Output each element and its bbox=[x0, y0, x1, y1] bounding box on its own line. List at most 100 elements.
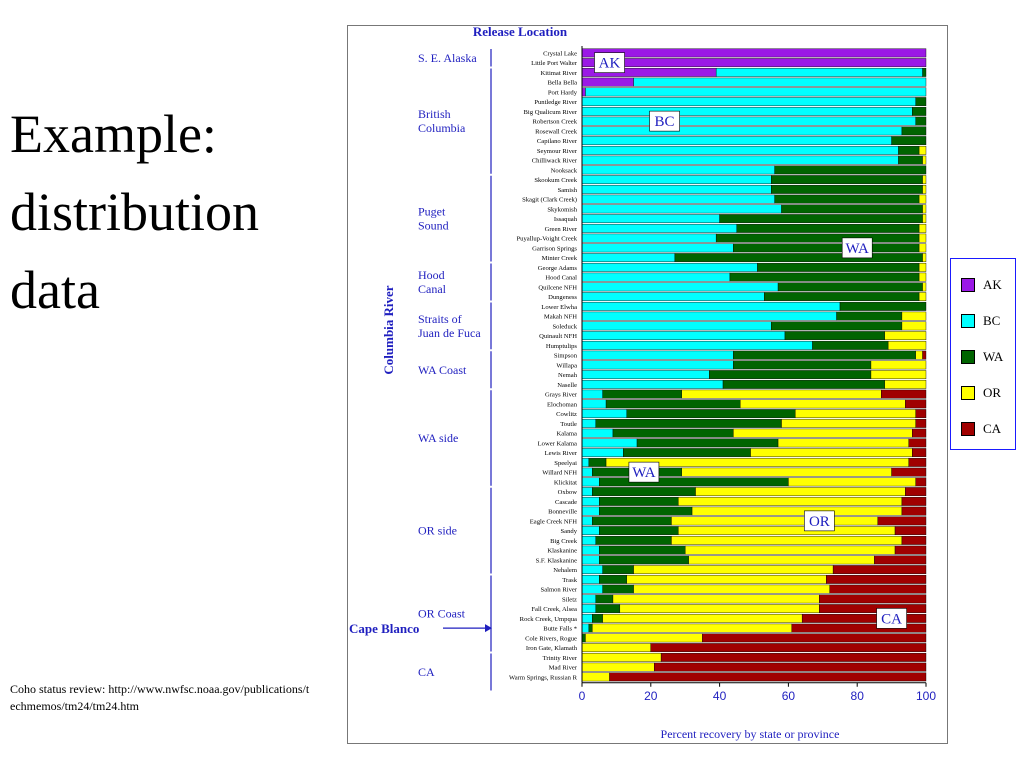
bar-segment-bc bbox=[581, 409, 627, 419]
bar-segment-wa bbox=[599, 477, 789, 487]
row-label: Klaskanine bbox=[547, 548, 577, 555]
bar-segment-or bbox=[922, 204, 927, 214]
row-label: Hood Canal bbox=[545, 275, 577, 282]
bar-segment-or bbox=[918, 243, 927, 253]
row-label: Iron Gate, Klamath bbox=[526, 645, 578, 652]
bar-segment-or bbox=[626, 574, 827, 584]
bar-segment-bc bbox=[581, 535, 596, 545]
row-label: Naselle bbox=[557, 382, 577, 389]
bar-segment-wa bbox=[595, 594, 614, 604]
bar-segment-bc bbox=[581, 253, 676, 263]
legend-label-or: OR bbox=[983, 385, 1002, 400]
bar-segment-wa bbox=[581, 633, 586, 643]
row-label: Port Hardy bbox=[548, 89, 578, 96]
row-label: Speelyai bbox=[554, 460, 577, 467]
bar-segment-bc bbox=[581, 496, 600, 506]
legend-item-ca: CA bbox=[961, 421, 1001, 437]
row-label: Toutle bbox=[560, 421, 577, 428]
bar-segment-ak bbox=[581, 77, 634, 87]
bar-segment-or bbox=[671, 535, 903, 545]
row-label: Big Creek bbox=[550, 538, 578, 545]
row-label: Lower Kalama bbox=[538, 440, 577, 447]
row-label: Makah NFH bbox=[544, 314, 577, 321]
region-label-box bbox=[628, 461, 660, 483]
bar-segment-ca bbox=[915, 477, 927, 487]
row-label: Lower Elwha bbox=[541, 304, 577, 311]
bar-segment-bc bbox=[581, 350, 734, 360]
bar-segment-wa bbox=[729, 272, 920, 282]
row-label: Eagle Creek NFH bbox=[530, 518, 577, 525]
bar-segment-bc bbox=[581, 262, 758, 272]
row-label: Bonneville bbox=[548, 509, 577, 516]
bar-segment-wa bbox=[588, 457, 607, 467]
bar-segment-wa bbox=[839, 301, 927, 311]
region-label-wa: WA bbox=[846, 241, 869, 257]
row-label: Cowlitz bbox=[556, 411, 577, 418]
bar-segment-wa bbox=[595, 604, 621, 614]
bar-segment-ca bbox=[650, 643, 927, 653]
bar-segment-or bbox=[887, 340, 927, 350]
legend-swatch-bc bbox=[961, 314, 975, 328]
row-label: Cole Rivers, Rogue bbox=[525, 635, 577, 642]
legend-item-wa: WA bbox=[961, 349, 1003, 365]
bar-segment-or bbox=[870, 370, 927, 380]
bar-segment-wa bbox=[605, 399, 741, 409]
bar-segment-bc bbox=[581, 594, 596, 604]
bar-segment-or bbox=[918, 223, 927, 233]
bar-segment-bc bbox=[581, 428, 614, 438]
bar-segment-wa bbox=[771, 321, 903, 331]
bar-segment-ca bbox=[901, 535, 927, 545]
bar-segment-bc bbox=[581, 399, 607, 409]
bar-segment-bc bbox=[581, 233, 717, 243]
bar-segment-bc bbox=[581, 389, 603, 399]
row-label: Elochoman bbox=[547, 401, 578, 408]
bar-segment-bc bbox=[581, 126, 903, 136]
bar-segment-wa bbox=[774, 165, 927, 175]
bar-segment-or bbox=[884, 331, 927, 341]
row-label: Skagit (Clark Creek) bbox=[522, 197, 577, 204]
region-label-ak: AK bbox=[599, 56, 621, 72]
bar-segment-wa bbox=[757, 262, 920, 272]
bars-group bbox=[581, 48, 927, 682]
group-label: WA side bbox=[418, 431, 458, 445]
row-label: Grays River bbox=[545, 392, 578, 399]
bar-segment-bc bbox=[581, 243, 734, 253]
bar-segment-ca bbox=[915, 409, 927, 419]
row-label: Rosewall Creek bbox=[535, 128, 578, 135]
region-label-box bbox=[876, 608, 907, 629]
bar-segment-or bbox=[685, 545, 896, 555]
row-label: Warm Springs, Russian R bbox=[509, 674, 578, 681]
bar-segment-wa bbox=[733, 243, 920, 253]
bar-segment-bc bbox=[581, 204, 782, 214]
bar-segment-wa bbox=[715, 233, 920, 243]
bar-segment-bc bbox=[581, 175, 772, 185]
bar-segment-bc bbox=[581, 145, 899, 155]
row-label: Willapa bbox=[556, 362, 577, 369]
bar-segment-wa bbox=[722, 379, 885, 389]
chart-title: Release Location bbox=[473, 24, 568, 39]
bar-segment-bc bbox=[581, 194, 775, 204]
row-label: Nehalem bbox=[553, 567, 578, 574]
legend-label-bc: BC bbox=[983, 313, 1001, 328]
bar-segment-or bbox=[918, 194, 927, 204]
row-label: Puntledge River bbox=[534, 99, 577, 106]
bar-segment-bc bbox=[581, 487, 593, 497]
row-label: Mad River bbox=[549, 665, 578, 672]
bar-segment-or bbox=[918, 145, 927, 155]
bar-segment-ak bbox=[581, 48, 927, 58]
bar-segment-wa bbox=[595, 535, 672, 545]
bar-segment-ca bbox=[829, 584, 927, 594]
bar-segment-ca bbox=[877, 516, 927, 526]
x-tick-label: 60 bbox=[782, 689, 796, 703]
bar-segment-wa bbox=[602, 584, 634, 594]
bar-segment-bc bbox=[581, 438, 638, 448]
bar-segment-wa bbox=[771, 184, 923, 194]
bar-segment-or bbox=[581, 672, 610, 682]
bar-segment-bc bbox=[581, 565, 603, 575]
legend-item-ak: AK bbox=[961, 277, 1002, 293]
bar-segment-ca bbox=[702, 633, 927, 643]
bar-segment-bc bbox=[581, 155, 899, 165]
row-label: Nooksack bbox=[551, 167, 578, 174]
bar-segment-wa bbox=[592, 516, 672, 526]
legend-item-bc: BC bbox=[961, 313, 1000, 329]
